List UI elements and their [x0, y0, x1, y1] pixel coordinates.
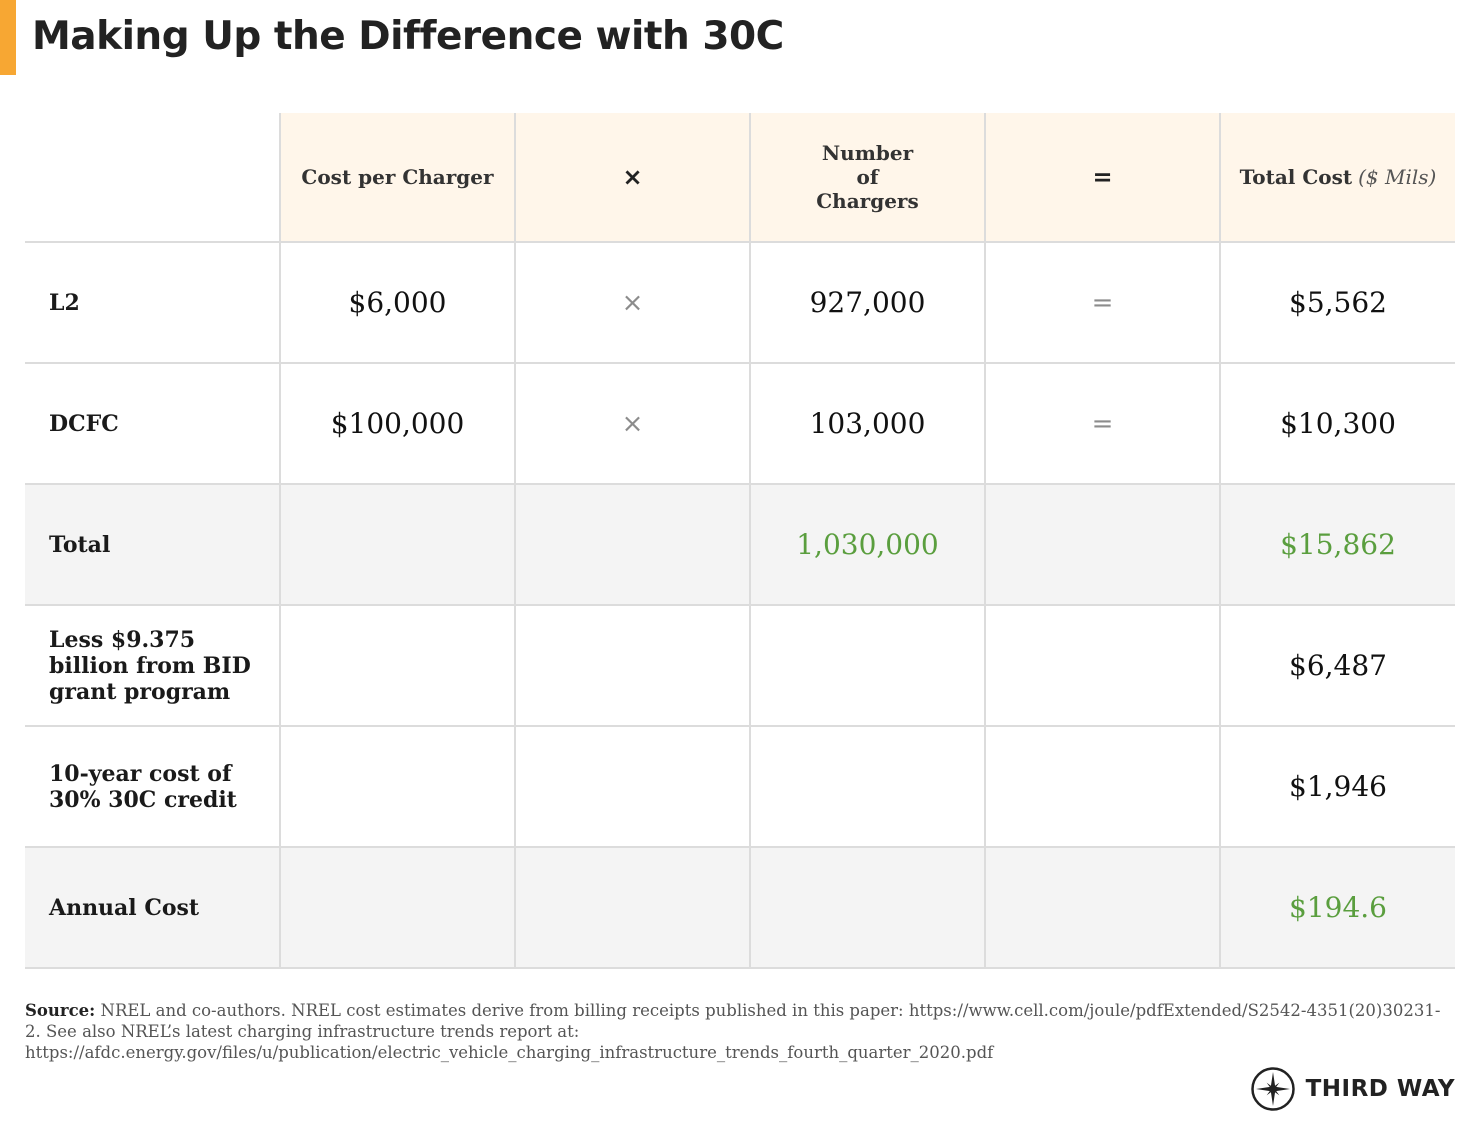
number-value: 103,000 [809, 407, 926, 440]
row-less-bid-label: Less $9.375 billion from BID grant progr… [25, 606, 279, 727]
row-label: L2 [49, 289, 80, 316]
row-total-label: Total [25, 485, 279, 606]
row-dcfc-total: $10,300 [1219, 364, 1455, 485]
equals-icon: = [1091, 408, 1114, 439]
row-label: DCFC [49, 410, 119, 437]
row-label: Total [49, 531, 111, 558]
row-dcfc-equals: = [984, 364, 1219, 485]
page-title: Making Up the Difference with 30C [32, 14, 784, 59]
row-annual-label: Annual Cost [25, 848, 279, 969]
source-label: Source: [25, 1001, 96, 1020]
row-l2-number: 927,000 [749, 243, 984, 364]
total-value: $5,562 [1289, 286, 1387, 319]
header-total-unit: ($ Mils) [1358, 165, 1437, 189]
row-annual-times [514, 848, 749, 969]
row-l2-equals: = [984, 243, 1219, 364]
header-total-cost: Total Cost ($ Mils) [1219, 113, 1455, 243]
total-value: $10,300 [1280, 407, 1396, 440]
row-less-bid-number [749, 606, 984, 727]
row-l2-times: × [514, 243, 749, 364]
row-dcfc-times: × [514, 364, 749, 485]
row-ten-year-cost [279, 727, 514, 848]
cost-value: $100,000 [330, 407, 465, 440]
header-equals-operator: = [984, 113, 1219, 243]
row-less-bid-times [514, 606, 749, 727]
row-annual-total: $194.6 [1219, 848, 1455, 969]
row-less-bid-cost [279, 606, 514, 727]
cost-table: Cost per Charger × Number of Chargers = … [25, 113, 1455, 969]
row-annual-cost [279, 848, 514, 969]
row-dcfc-number: 103,000 [749, 364, 984, 485]
number-value: 1,030,000 [796, 528, 939, 561]
times-icon: × [622, 163, 643, 191]
row-ten-year-label: 10-year cost of 30% 30C credit [25, 727, 279, 848]
header-total-label: Total Cost [1239, 165, 1353, 189]
row-label: Less $9.375 billion from BID grant progr… [49, 626, 251, 705]
total-value: $6,487 [1289, 649, 1387, 682]
row-ten-year-total: $1,946 [1219, 727, 1455, 848]
row-ten-year-equals [984, 727, 1219, 848]
row-total-equals [984, 485, 1219, 606]
equals-icon: = [1091, 287, 1114, 318]
total-value: $194.6 [1289, 891, 1387, 924]
total-value: $15,862 [1280, 528, 1396, 561]
logo-text: THIRD WAY [1305, 1076, 1455, 1102]
row-less-bid-equals [984, 606, 1219, 727]
row-ten-year-times [514, 727, 749, 848]
row-dcfc-cost: $100,000 [279, 364, 514, 485]
number-value: 927,000 [809, 286, 926, 319]
row-total-cost [279, 485, 514, 606]
row-total-times [514, 485, 749, 606]
row-dcfc-label: DCFC [25, 364, 279, 485]
row-l2-total: $5,562 [1219, 243, 1455, 364]
cost-value: $6,000 [348, 286, 447, 319]
source-note: Source: NREL and co-authors. NREL cost e… [25, 1000, 1455, 1063]
header-times-operator: × [514, 113, 749, 243]
third-way-logo: THIRD WAY [1250, 1066, 1455, 1112]
times-icon: × [621, 408, 644, 439]
header-blank [25, 113, 279, 243]
row-ten-year-number [749, 727, 984, 848]
equals-icon: = [1092, 163, 1113, 191]
source-text: NREL and co-authors. NREL cost estimates… [25, 1001, 1441, 1062]
row-annual-equals [984, 848, 1219, 969]
total-value: $1,946 [1289, 770, 1387, 803]
row-annual-number [749, 848, 984, 969]
header-cost-per-charger: Cost per Charger [279, 113, 514, 243]
row-l2-cost: $6,000 [279, 243, 514, 364]
compass-star-icon [1250, 1067, 1295, 1111]
header-number-of-chargers: Number of Chargers [749, 113, 984, 243]
row-less-bid-total: $6,487 [1219, 606, 1455, 727]
row-l2-label: L2 [25, 243, 279, 364]
row-label: 10-year cost of 30% 30C credit [49, 760, 237, 813]
header-number-label: Number of Chargers [816, 141, 919, 213]
row-label: Annual Cost [49, 894, 200, 921]
times-icon: × [621, 287, 644, 318]
title-accent-bar [0, 0, 16, 75]
row-total-number: 1,030,000 [749, 485, 984, 606]
row-total-total: $15,862 [1219, 485, 1455, 606]
